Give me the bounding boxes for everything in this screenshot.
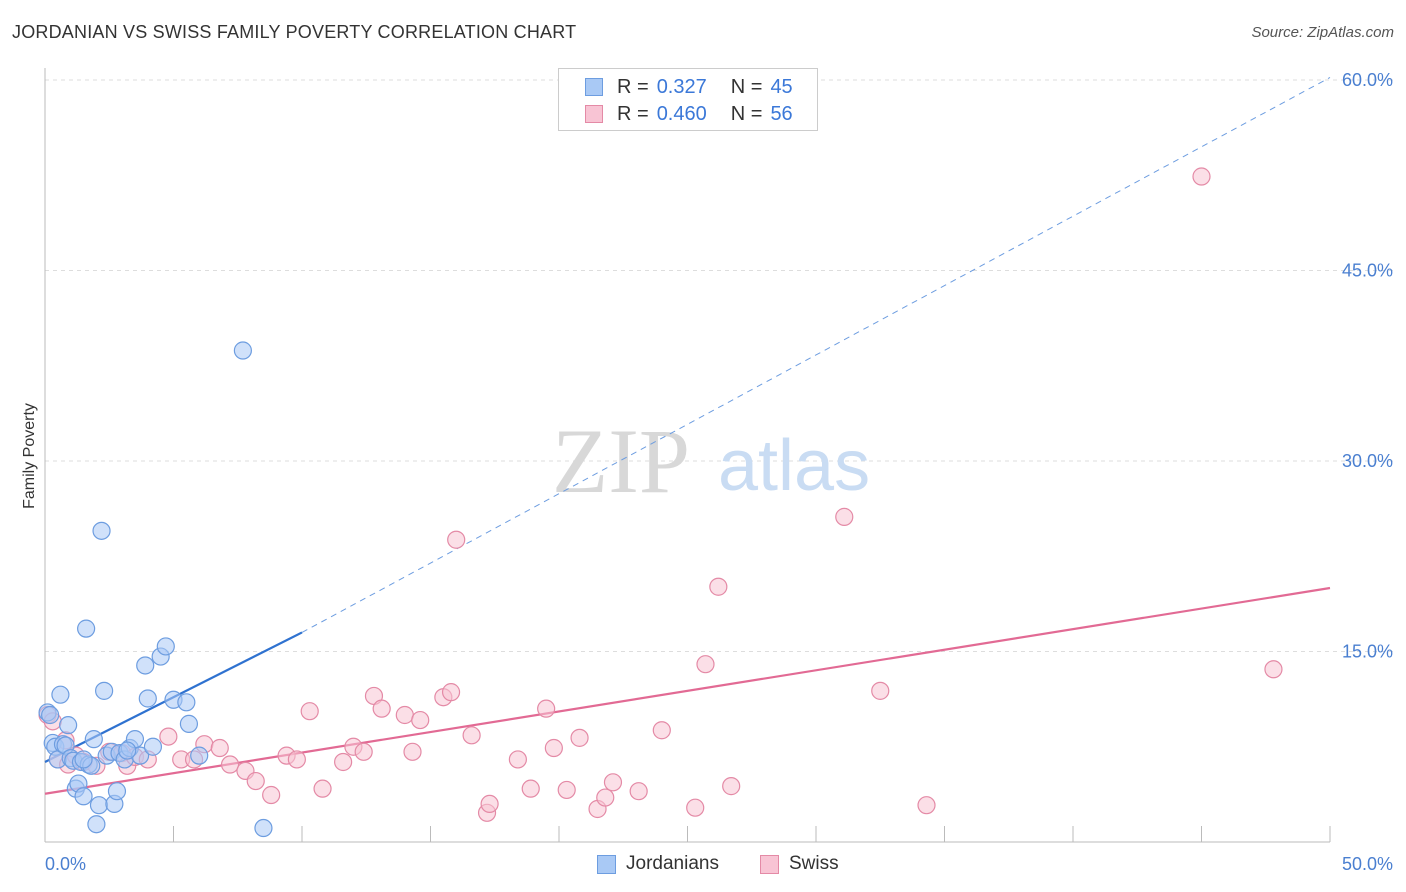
point-swiss <box>537 699 556 718</box>
y-axis-label: Family Poverty <box>21 403 38 509</box>
tick-labels: 15.0% 30.0% 45.0% 60.0% 0.0% 50.0% <box>45 70 1393 874</box>
legend-row-jordanians: R = 0.327 N = 45 <box>585 75 793 99</box>
point-swiss <box>603 773 623 792</box>
grid <box>45 79 1393 652</box>
watermark-zip: ZIP <box>552 410 690 512</box>
point-jordanians <box>118 741 137 760</box>
point-jordanians <box>89 796 109 815</box>
point-jordanians <box>95 681 114 700</box>
point-swiss <box>508 750 527 769</box>
point-swiss <box>871 681 890 700</box>
bottom-legend-jordanians: Jordanians <box>597 852 719 876</box>
point-jordanians <box>77 619 96 638</box>
legend-swatch-jordanians <box>585 78 603 96</box>
point-swiss <box>570 728 589 747</box>
point-jordanians <box>92 521 111 540</box>
point-jordanians <box>59 716 78 735</box>
point-jordanians <box>156 637 175 656</box>
point-swiss <box>652 721 671 740</box>
legend-r-label: R = <box>617 102 649 125</box>
legend-swatch-swiss <box>585 105 603 123</box>
point-swiss <box>629 782 648 801</box>
point-swiss <box>372 699 391 718</box>
point-jordanians <box>87 815 106 834</box>
point-jordanians <box>138 689 157 708</box>
legend-n-label: N = <box>730 102 763 125</box>
point-swiss <box>313 779 332 798</box>
point-jordanians <box>190 746 209 765</box>
point-swiss <box>596 788 615 807</box>
bottom-legend-label: Swiss <box>789 853 839 874</box>
bottom-legend-swatch-swiss <box>760 854 779 874</box>
point-swiss <box>159 727 178 746</box>
y-tick-label: 15.0% <box>1342 642 1393 662</box>
point-swiss <box>480 794 499 814</box>
point-swiss <box>246 771 265 791</box>
x-tick-label-min: 0.0% <box>45 854 86 874</box>
legend-n-value: 56 <box>770 102 793 125</box>
point-jordanians <box>143 737 163 756</box>
point-swiss <box>1192 167 1211 186</box>
chart-title: JORDANIAN VS SWISS FAMILY POVERTY CORREL… <box>12 22 577 42</box>
bottom-legend-swatch-jordanians <box>597 854 616 874</box>
point-swiss <box>447 530 466 549</box>
point-jordanians <box>136 656 155 675</box>
point-swiss <box>441 683 461 702</box>
point-swiss <box>334 752 353 772</box>
point-jordanians <box>74 787 93 806</box>
source-label: Source: ZipAtlas.com <box>1251 24 1394 41</box>
point-jordanians <box>84 730 103 749</box>
point-swiss <box>262 785 281 805</box>
point-swiss <box>395 705 414 725</box>
bottom-legend-swiss: Swiss <box>760 852 839 876</box>
point-swiss <box>411 710 430 730</box>
point-swiss <box>1264 660 1283 679</box>
watermark: ZIP atlas <box>552 410 870 512</box>
point-swiss <box>521 779 540 798</box>
data-points <box>38 167 1283 838</box>
point-swiss <box>686 798 705 817</box>
y-tick-label: 60.0% <box>1342 70 1393 90</box>
bottom-legend-label: Jordanians <box>626 853 719 874</box>
point-swiss <box>287 750 306 769</box>
y-tick-label: 45.0% <box>1342 261 1393 281</box>
point-swiss <box>696 655 715 674</box>
point-jordanians <box>51 685 70 704</box>
point-jordanians <box>74 750 93 769</box>
x-tick-label-max: 50.0% <box>1342 854 1393 874</box>
y-tick-label: 30.0% <box>1342 451 1393 471</box>
point-swiss <box>544 738 563 758</box>
point-swiss <box>354 742 373 761</box>
point-jordanians <box>107 782 127 801</box>
legend-n-value: 45 <box>770 75 793 98</box>
point-swiss <box>722 777 741 796</box>
point-jordanians <box>179 714 199 733</box>
point-jordanians <box>233 341 252 360</box>
point-swiss <box>709 577 728 596</box>
point-swiss <box>917 796 936 815</box>
watermark-atlas: atlas <box>718 426 870 506</box>
point-swiss <box>300 702 319 721</box>
trend-line-swiss <box>44 586 1331 795</box>
point-jordanians <box>177 693 196 712</box>
correlation-legend: R = 0.327 N = 45 R = 0.460 N = 56 <box>558 68 818 131</box>
point-swiss <box>403 742 422 761</box>
point-jordanians <box>254 818 273 838</box>
legend-r-label: R = <box>617 75 649 98</box>
legend-row-swiss: R = 0.460 N = 56 <box>585 102 793 126</box>
legend-n-label: N = <box>730 75 763 98</box>
point-swiss <box>835 507 854 526</box>
point-swiss <box>210 738 229 758</box>
trend-line-jordanians-extension <box>301 77 1331 633</box>
point-swiss <box>462 726 481 745</box>
legend-r-value: 0.327 <box>656 75 707 98</box>
point-jordanians <box>41 705 60 725</box>
legend-r-value: 0.460 <box>656 102 707 125</box>
point-swiss <box>557 780 576 800</box>
point-swiss <box>220 755 240 774</box>
